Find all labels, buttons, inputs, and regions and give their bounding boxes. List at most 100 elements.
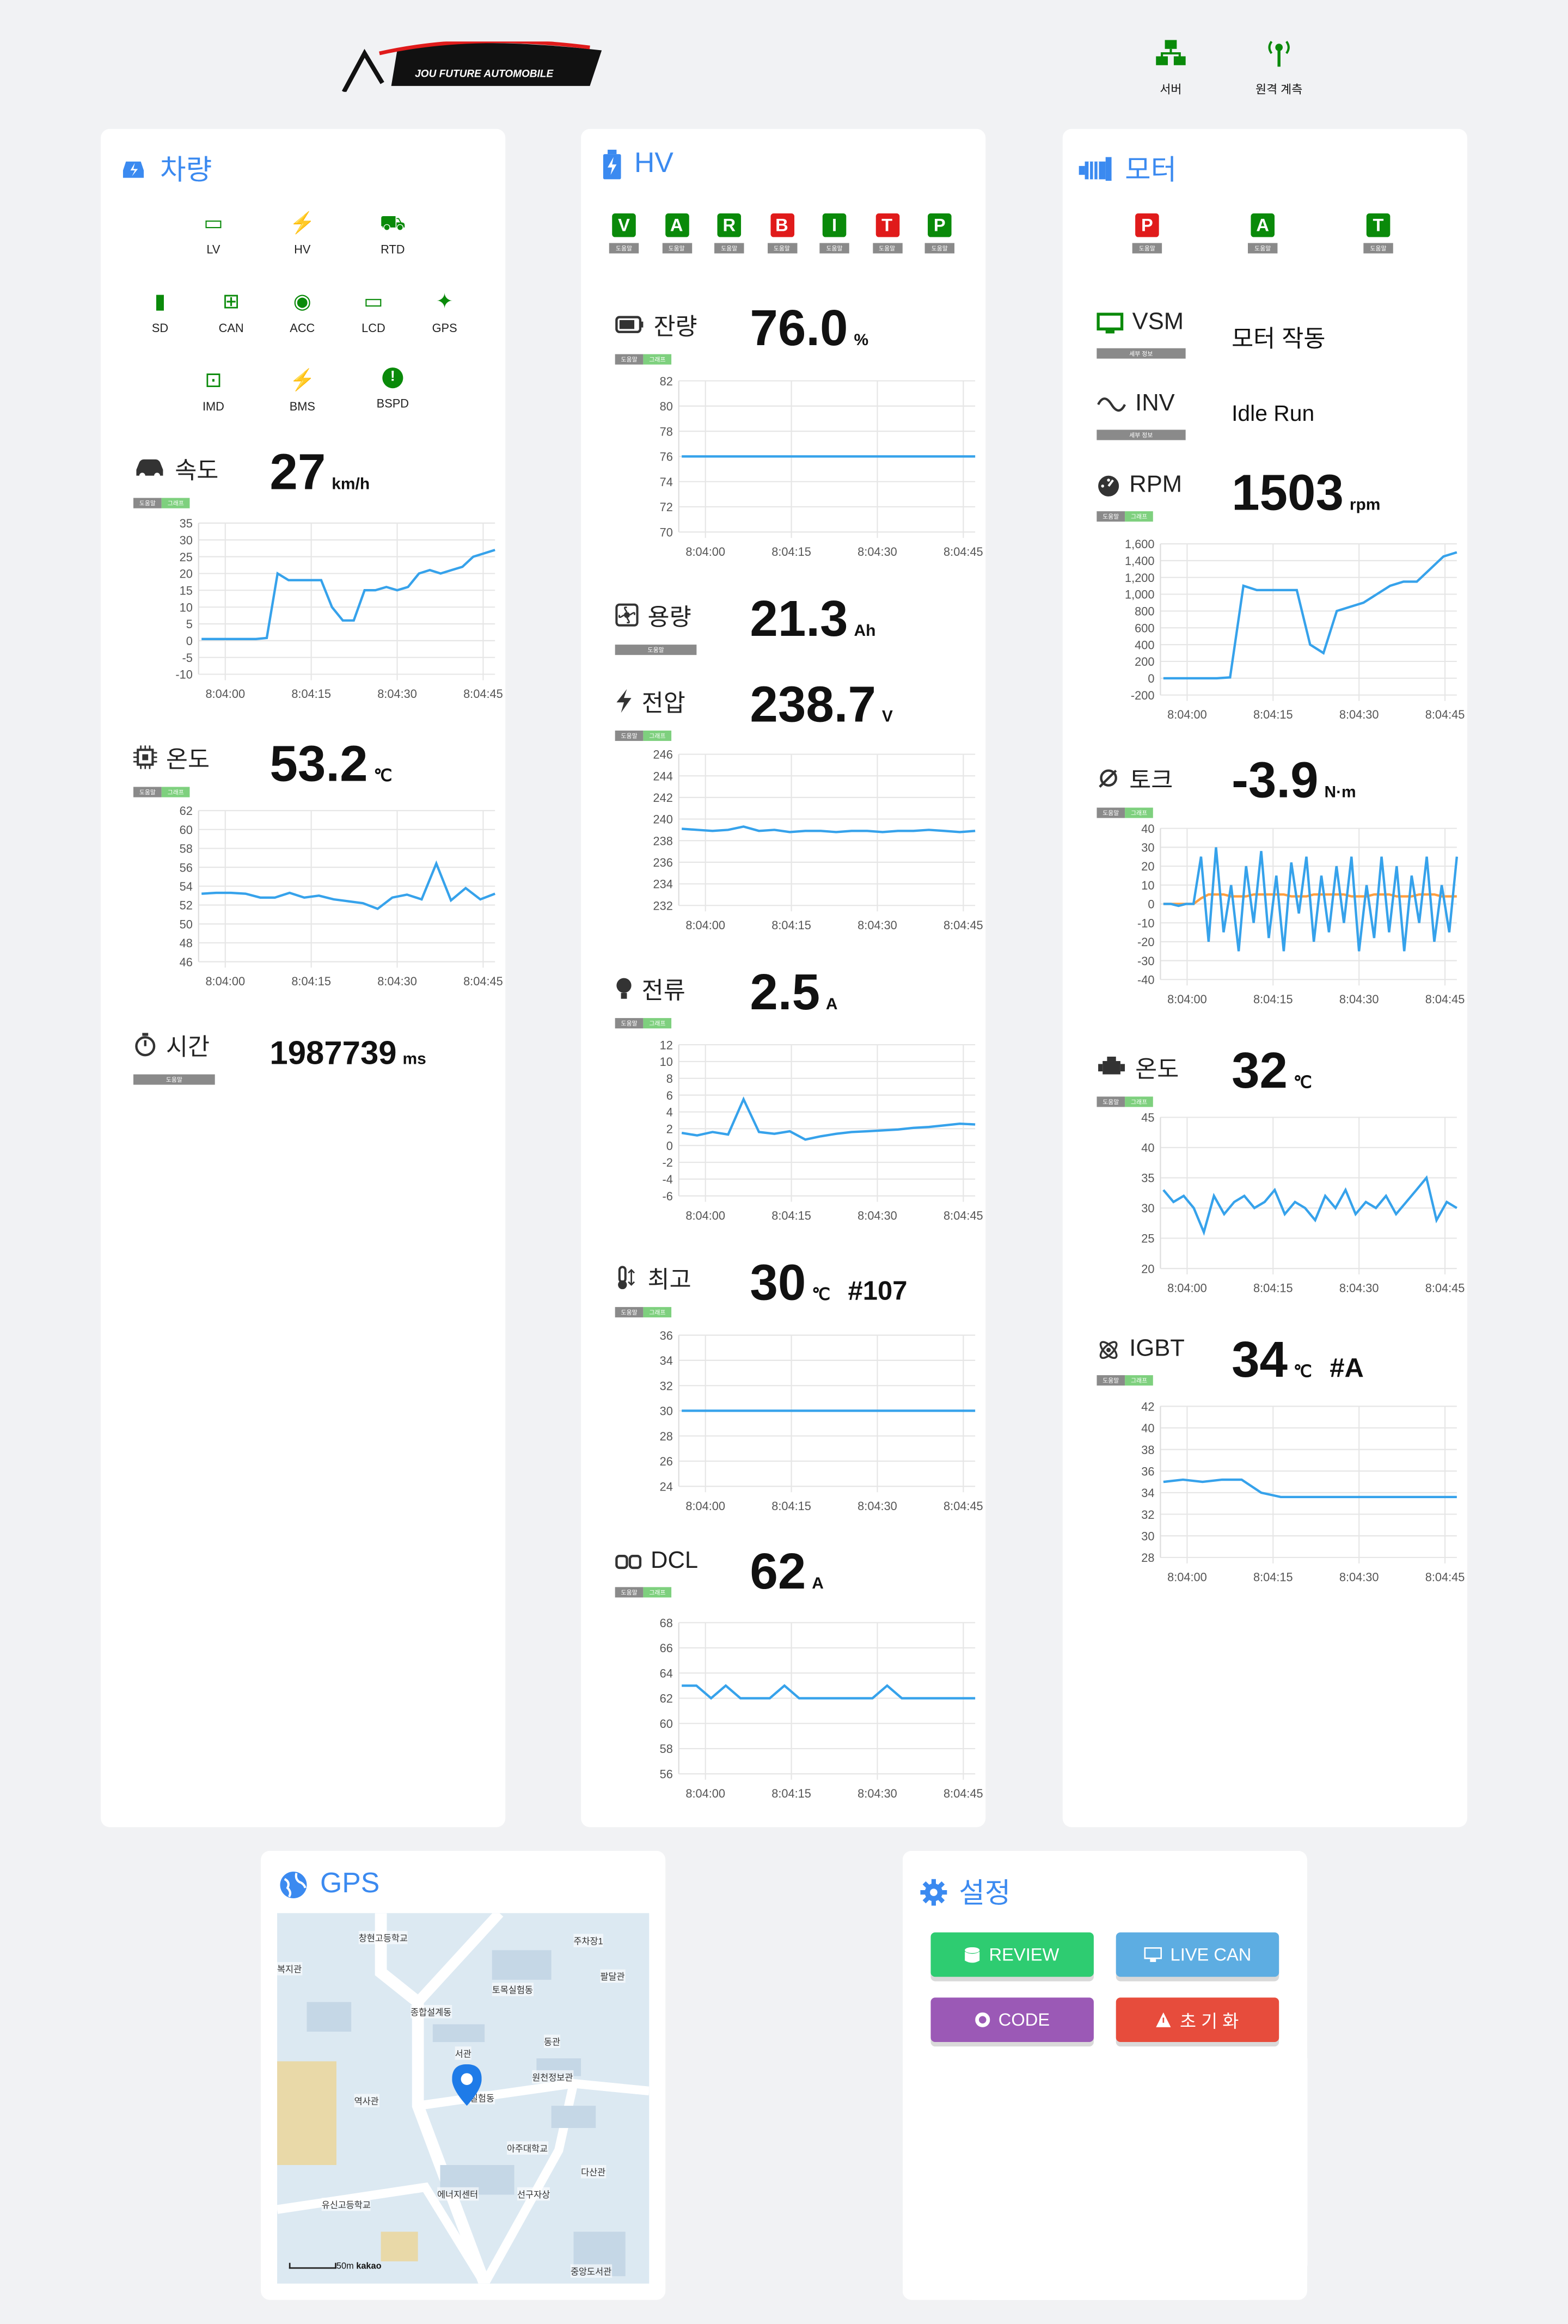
igbt-metric: IGBT 도움말 그래프 <box>1097 1336 1185 1390</box>
y-tick-label: 32 <box>1141 1508 1154 1522</box>
help-tag[interactable]: 도움말 <box>1248 243 1278 254</box>
help-tag[interactable]: 도움말 <box>133 1074 215 1085</box>
y-tick-label: 26 <box>660 1455 673 1468</box>
help-tag[interactable]: 도움말 <box>767 243 797 254</box>
status-flag-p: P 도움말 <box>1132 213 1162 254</box>
help-tag[interactable]: 도움말 <box>615 730 644 741</box>
x-tick-label: 8:04:00 <box>685 918 725 932</box>
detail-tag[interactable]: 세부 정보 <box>1097 348 1186 359</box>
y-tick-label: 56 <box>180 861 193 874</box>
graph-tag[interactable]: 그래프 <box>1125 807 1154 818</box>
help-tag[interactable]: 도움말 <box>615 1018 644 1029</box>
indicator-acc: ◉ ACC <box>273 289 332 335</box>
time-label: 시간 <box>166 1035 210 1062</box>
graph-tag[interactable]: 그래프 <box>1125 1096 1154 1107</box>
flag-letter: A <box>664 213 689 237</box>
series-line <box>1162 1175 1457 1236</box>
review-button[interactable]: REVIEW <box>930 1932 1094 1977</box>
y-tick-label: 54 <box>180 880 193 893</box>
car-bolt-icon <box>122 161 144 177</box>
help-tag[interactable]: 도움말 <box>1097 511 1125 522</box>
torque-label: 토크 <box>1129 769 1173 795</box>
status-flag-a: A 도움말 <box>1248 213 1278 254</box>
location-pin-icon[interactable] <box>452 2064 482 2106</box>
help-tag[interactable]: 도움말 <box>872 243 902 254</box>
y-tick-label: 80 <box>660 400 673 413</box>
status-flag-t: T 도움말 <box>872 213 902 254</box>
help-tag[interactable]: 도움말 <box>1363 243 1393 254</box>
graph-tag[interactable]: 그래프 <box>1125 511 1154 522</box>
graph-tag[interactable]: 그래프 <box>643 1587 672 1598</box>
help-tag[interactable]: 도움말 <box>615 354 644 365</box>
gps-card-title: GPS <box>279 1869 379 1902</box>
y-tick-label: 28 <box>660 1430 673 1443</box>
flag-letter: I <box>822 213 847 237</box>
reset-button[interactable]: 초 기 화 <box>1116 1997 1279 2043</box>
rpm-chart: -200 0 200 400 600 800 1,000 1,200 1,400 1,600 8:0… <box>1125 537 1465 721</box>
gps-map[interactable]: 창현고등학교 주차장1 복지관 팔달관 토목실험동 종합설계동 동관 서관 원천정보관 역사관 실험… <box>277 1913 650 2284</box>
y-tick-label: -10 <box>175 668 192 682</box>
max-temp-value: 30 ℃ #107 <box>750 1255 908 1312</box>
igbt-label: IGBT <box>1129 1336 1185 1362</box>
inv-value: Idle Run <box>1232 401 1315 427</box>
help-tag[interactable]: 도움말 <box>661 243 691 254</box>
help-tag[interactable]: 도움말 <box>615 645 697 655</box>
graph-tag[interactable]: 그래프 <box>643 354 672 365</box>
remote-telemetry-status[interactable]: 원격 계측 <box>1245 39 1313 98</box>
team-logo[interactable]: JOU FUTURE AUTOMOBILE <box>338 39 605 93</box>
battery-icon: ▭ <box>203 210 223 235</box>
graph-tag[interactable]: 그래프 <box>1125 1375 1154 1386</box>
x-tick-label: 8:04:15 <box>771 1209 811 1222</box>
help-tag[interactable]: 도움말 <box>819 243 849 254</box>
detail-tag[interactable]: 세부 정보 <box>1097 430 1186 440</box>
motor-card-title: 모터 <box>1077 148 1177 188</box>
graph-tag[interactable]: 그래프 <box>161 498 190 508</box>
indicator-label: HV <box>294 243 311 256</box>
x-tick-label: 8:04:30 <box>857 1787 897 1800</box>
help-tag[interactable]: 도움말 <box>1097 807 1125 818</box>
server-label: 서버 <box>1160 83 1182 96</box>
y-tick-label: 38 <box>1141 1443 1154 1457</box>
code-button[interactable]: CODE <box>930 1997 1094 2043</box>
live-can-button[interactable]: LIVE CAN <box>1116 1932 1279 1977</box>
capacity-value: 21.3 Ah <box>750 591 876 648</box>
y-tick-label: -5 <box>182 651 193 665</box>
dcl-chart: 56 58 60 62 64 66 68 8:04:00 8:04:15 8:04:30 8:04:… <box>660 1616 983 1800</box>
hv-battery-icon <box>603 149 621 180</box>
help-tag[interactable]: 도움말 <box>1097 1375 1125 1386</box>
y-tick-label: 15 <box>180 584 193 597</box>
help-tag[interactable]: 도움말 <box>133 498 162 508</box>
flag-letter: P <box>928 213 952 237</box>
help-tag[interactable]: 도움말 <box>714 243 744 254</box>
x-tick-label: 8:04:00 <box>1167 708 1207 721</box>
status-flag-i: I 도움말 <box>819 213 849 254</box>
indicator-rtd: ⛟ RTD <box>363 211 422 256</box>
indicator-label: SD <box>151 321 169 335</box>
y-tick-label: 36 <box>1141 1464 1154 1478</box>
x-tick-label: 8:04:00 <box>1167 1281 1207 1295</box>
map-label: 주차장1 <box>573 1934 603 1947</box>
indicator-label: CAN <box>218 321 244 335</box>
x-tick-label: 8:04:30 <box>1339 992 1379 1006</box>
graph-tag[interactable]: 그래프 <box>643 1307 672 1317</box>
server-status[interactable]: 서버 <box>1141 39 1200 98</box>
indicator-imd: ⊡ IMD <box>184 367 243 413</box>
help-tag[interactable]: 도움말 <box>1097 1096 1125 1107</box>
max-temp-metric: 최고 도움말 그래프 <box>615 1260 691 1322</box>
help-tag[interactable]: 도움말 <box>924 243 955 254</box>
x-tick-label: 8:04:30 <box>857 545 897 559</box>
x-tick-label: 8:04:15 <box>291 687 331 701</box>
graph-tag[interactable]: 그래프 <box>643 1018 672 1029</box>
help-tag[interactable]: 도움말 <box>609 243 639 254</box>
graph-tag[interactable]: 그래프 <box>161 787 190 798</box>
help-tag[interactable]: 도움말 <box>615 1587 644 1598</box>
graph-tag[interactable]: 그래프 <box>643 730 672 741</box>
status-flag-p: P 도움말 <box>924 213 955 254</box>
max-temp-cell-id: #107 <box>848 1276 908 1306</box>
y-tick-label: -10 <box>1137 916 1154 930</box>
dcl-value: 62 A <box>750 1544 824 1601</box>
help-tag[interactable]: 도움말 <box>1132 243 1162 254</box>
help-tag[interactable]: 도움말 <box>615 1307 644 1317</box>
help-tag[interactable]: 도움말 <box>133 787 162 798</box>
x-tick-label: 8:04:45 <box>1425 992 1465 1006</box>
